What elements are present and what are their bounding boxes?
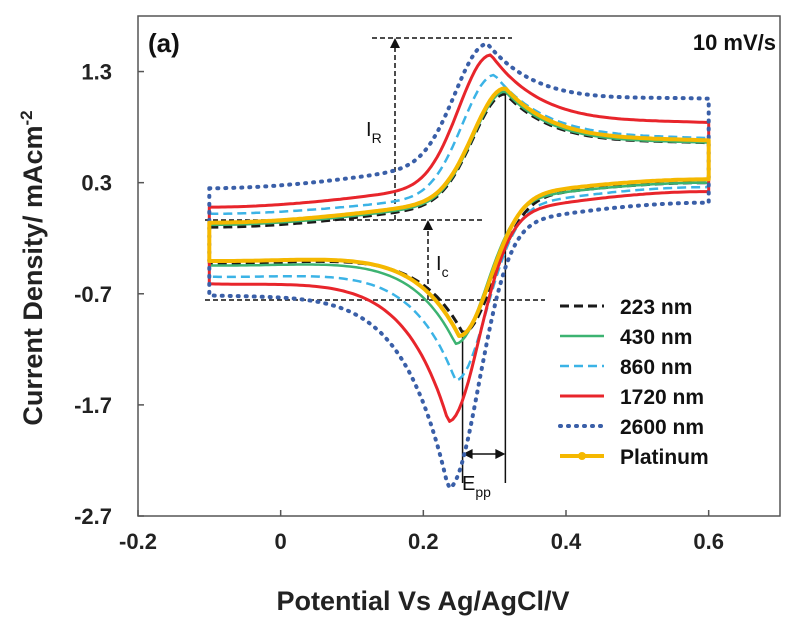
legend-label: Platinum [620,446,709,469]
epp-arrow-right [495,449,506,459]
epp-sub: pp [475,484,491,500]
legend-item: 2600 nm [558,416,704,439]
ir-arrow-head [390,38,400,48]
series-layer [207,41,711,490]
legend-label: 430 nm [620,326,692,349]
legend-label: 2600 nm [620,416,704,439]
x-tick-label: -0.2 [119,529,157,554]
x-tick-label: 0.6 [693,529,724,554]
ir-sub: R [372,130,382,146]
y-axis-title-sup: -2 [17,110,36,125]
legend-item: 1720 nm [560,386,704,409]
legend-item: 223 nm [560,296,692,319]
y-tick-label: -0.7 [74,282,112,307]
series-2600-nm [207,41,711,490]
legend-label: 1720 nm [620,386,704,409]
legend-item: Platinum [560,446,709,469]
series-platinum [207,86,711,338]
scan-rate-label: 10 mV/s [693,30,776,55]
legend-label: 223 nm [620,296,692,319]
epp-annotation: Epp [462,473,491,500]
x-tick-label: 0.2 [408,529,439,554]
epp-main: E [462,473,475,495]
ticks-layer: -0.2 0 0.2 0.4 0.6 -2.7 -1.7 -0.7 0.3 1.3 [74,60,724,554]
y-axis-title: Current Density/ mAcm-2 [17,110,48,425]
legend-label: 860 nm [620,356,692,379]
ic-annotation: Ic [436,253,449,280]
ir-main: I [366,119,372,141]
y-axis-title-main: Current Density/ mAcm [18,126,48,426]
y-tick-label: 1.3 [81,60,112,85]
legend: 223 nm 430 nm 860 nm 1720 nm 2600 nm Platinum [558,296,709,469]
legend-item: 860 nm [560,356,692,379]
legend-item: 430 nm [560,326,692,349]
series-line [207,41,711,490]
panel-label: (a) [148,28,180,58]
ir-annotation: IR [366,119,382,146]
y-tick-label: -2.7 [74,504,112,529]
plot-frame [137,15,781,517]
ic-main: I [436,253,442,275]
ic-sub: c [442,264,449,280]
epp-arrow-left [462,449,473,459]
series-line [207,86,711,338]
x-tick-label: 0.4 [551,529,582,554]
ic-arrow-head [423,220,433,230]
legend-marker [578,452,586,460]
y-tick-label: 0.3 [81,171,112,196]
x-axis-title: Potential Vs Ag/AgCl/V [276,586,569,616]
x-tick-label: 0 [275,529,287,554]
y-tick-label: -1.7 [74,393,112,418]
